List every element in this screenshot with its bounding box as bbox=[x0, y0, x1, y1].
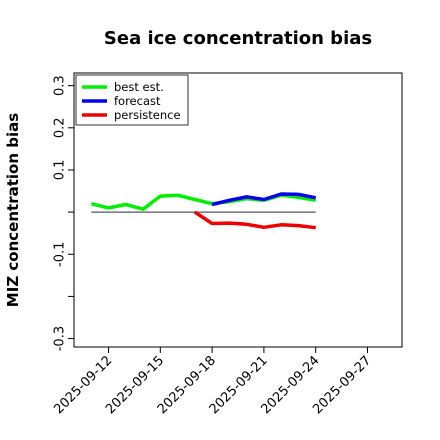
legend-entry: forecast bbox=[114, 94, 161, 108]
y-tick-label: 0.2 bbox=[53, 117, 68, 138]
y-tick-label: -0.1 bbox=[53, 242, 68, 267]
y-axis-label: MIZ concentration bias bbox=[4, 113, 22, 307]
y-tick-label: 0.3 bbox=[53, 75, 68, 96]
series-layer bbox=[90, 192, 317, 230]
legend-entry: persistence bbox=[114, 108, 181, 122]
y-tick-label: 0.1 bbox=[53, 160, 68, 181]
y-axis: -0.3 -0.1 0.1 0.2 0.3 bbox=[53, 75, 74, 351]
chart-title: Sea ice concentration bias bbox=[104, 28, 372, 49]
series-line-persistence bbox=[193, 210, 316, 230]
series-line-forecast bbox=[211, 192, 317, 207]
legend-entry: best est. bbox=[114, 80, 164, 94]
y-tick-label: -0.3 bbox=[53, 326, 68, 351]
x-axis: 2025-09-122025-09-152025-09-182025-09-21… bbox=[51, 347, 374, 417]
